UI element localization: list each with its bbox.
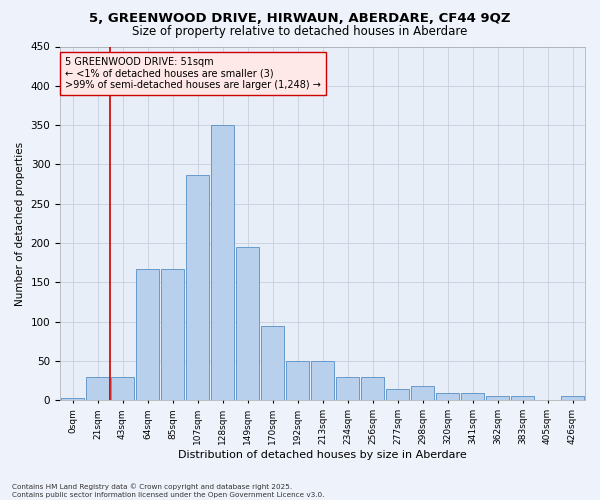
Bar: [261, 326, 284, 400]
Text: 5 GREENWOOD DRIVE: 51sqm
← <1% of detached houses are smaller (3)
>99% of semi-d: 5 GREENWOOD DRIVE: 51sqm ← <1% of detach…: [65, 57, 321, 90]
Text: Size of property relative to detached houses in Aberdare: Size of property relative to detached ho…: [133, 25, 467, 38]
Bar: [511, 396, 534, 400]
Bar: [561, 396, 584, 400]
Bar: [161, 269, 184, 400]
Bar: [486, 396, 509, 400]
Bar: [86, 377, 109, 400]
Bar: [311, 361, 334, 401]
Y-axis label: Number of detached properties: Number of detached properties: [15, 142, 25, 306]
Bar: [411, 386, 434, 400]
Text: Contains HM Land Registry data © Crown copyright and database right 2025.
Contai: Contains HM Land Registry data © Crown c…: [12, 484, 325, 498]
Bar: [286, 361, 309, 401]
Bar: [436, 392, 459, 400]
Bar: [461, 392, 484, 400]
Bar: [236, 247, 259, 400]
X-axis label: Distribution of detached houses by size in Aberdare: Distribution of detached houses by size …: [178, 450, 467, 460]
Bar: [361, 377, 384, 400]
Bar: [336, 377, 359, 400]
Bar: [211, 125, 234, 400]
Bar: [111, 377, 134, 400]
Bar: [61, 398, 84, 400]
Text: 5, GREENWOOD DRIVE, HIRWAUN, ABERDARE, CF44 9QZ: 5, GREENWOOD DRIVE, HIRWAUN, ABERDARE, C…: [89, 12, 511, 26]
Bar: [136, 269, 159, 400]
Bar: [186, 174, 209, 400]
Bar: [386, 388, 409, 400]
